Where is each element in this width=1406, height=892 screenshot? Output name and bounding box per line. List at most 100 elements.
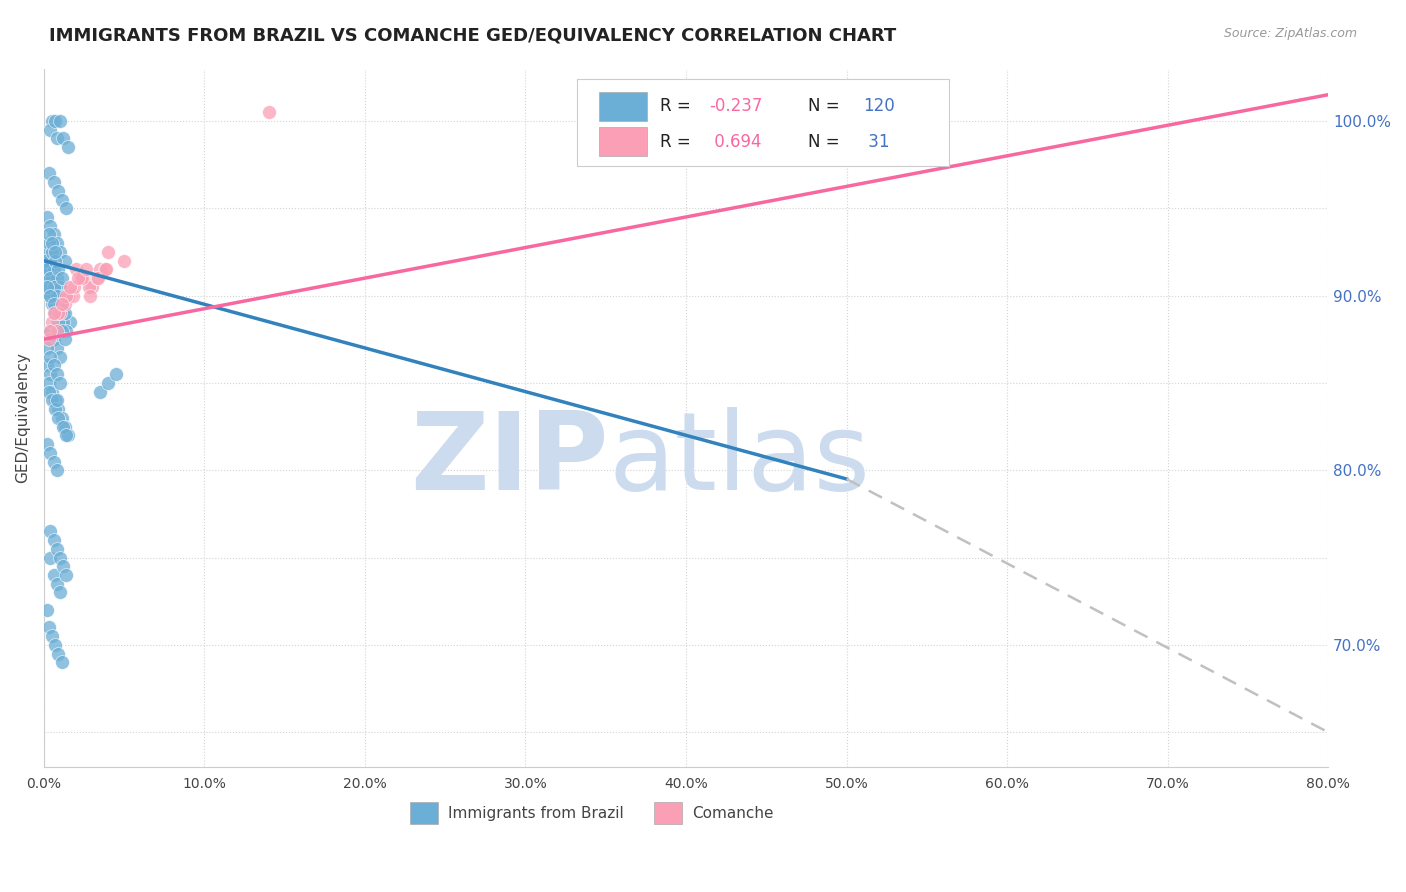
Point — [41, 244, 63, 259]
Point — [35, 271, 58, 285]
Point — [35, 280, 58, 294]
Point — [44, 393, 66, 408]
Text: IMMIGRANTS FROM BRAZIL VS COMANCHE GED/EQUIVALENCY CORRELATION CHART: IMMIGRANTS FROM BRAZIL VS COMANCHE GED/E… — [49, 27, 897, 45]
Point — [42, 332, 65, 346]
Point — [45, 576, 67, 591]
Point — [46, 297, 69, 311]
Point — [44, 280, 66, 294]
Point — [38, 332, 60, 346]
Point — [45, 463, 67, 477]
Point — [39, 446, 62, 460]
Point — [34, 253, 56, 268]
Text: Immigrants from Brazil: Immigrants from Brazil — [449, 805, 624, 821]
Point — [52, 559, 75, 574]
Point — [51, 324, 73, 338]
Point — [69, 271, 91, 285]
Text: atlas: atlas — [609, 407, 870, 513]
Point — [34, 262, 56, 277]
Text: N =: N = — [808, 96, 839, 114]
Point — [62, 288, 84, 302]
Point — [105, 367, 128, 381]
Point — [39, 271, 62, 285]
Point — [87, 271, 110, 285]
Point — [75, 262, 97, 277]
Point — [39, 324, 62, 338]
Point — [55, 288, 77, 302]
Point — [39, 288, 62, 302]
Text: R =: R = — [661, 133, 696, 151]
Point — [52, 419, 75, 434]
Point — [39, 367, 62, 381]
Text: 0.694: 0.694 — [709, 133, 762, 151]
Text: ZIP: ZIP — [411, 407, 609, 513]
Point — [49, 306, 72, 320]
Bar — [654, 802, 682, 824]
Point — [53, 297, 76, 311]
Point — [55, 568, 77, 582]
Point — [73, 271, 96, 285]
Point — [35, 603, 58, 617]
Point — [38, 384, 60, 399]
Point — [45, 236, 67, 251]
Point — [35, 244, 58, 259]
Point — [49, 350, 72, 364]
Point — [45, 541, 67, 556]
Point — [65, 262, 87, 277]
Point — [42, 533, 65, 547]
Text: Comanche: Comanche — [692, 805, 773, 821]
Text: Source: ZipAtlas.com: Source: ZipAtlas.com — [1223, 27, 1357, 40]
Point — [49, 244, 72, 259]
Point — [41, 393, 63, 408]
Point — [35, 280, 58, 294]
Point — [42, 262, 65, 277]
Point — [44, 244, 66, 259]
Point — [34, 271, 56, 285]
Point — [97, 244, 120, 259]
Point — [49, 550, 72, 565]
Point — [45, 324, 67, 338]
Point — [77, 280, 100, 294]
Point — [41, 271, 63, 285]
Point — [56, 288, 79, 302]
Point — [55, 428, 77, 442]
Point — [80, 280, 103, 294]
Point — [38, 262, 60, 277]
Point — [45, 393, 67, 408]
Point — [44, 306, 66, 320]
Point — [58, 315, 80, 329]
Point — [58, 280, 80, 294]
Point — [42, 568, 65, 582]
Point — [45, 288, 67, 302]
Point — [44, 114, 66, 128]
Point — [86, 271, 108, 285]
Point — [41, 236, 63, 251]
Point — [97, 376, 120, 390]
Point — [45, 131, 67, 145]
Point — [53, 419, 76, 434]
Point — [38, 620, 60, 634]
Point — [53, 332, 76, 346]
Point — [34, 253, 56, 268]
Point — [56, 140, 79, 154]
Y-axis label: GED/Equivalency: GED/Equivalency — [15, 352, 30, 483]
Point — [51, 297, 73, 311]
Point — [44, 402, 66, 417]
Text: N =: N = — [808, 133, 839, 151]
Text: R =: R = — [661, 96, 696, 114]
Point — [46, 306, 69, 320]
Point — [46, 262, 69, 277]
Point — [41, 384, 63, 399]
Point — [38, 271, 60, 285]
Point — [45, 297, 67, 311]
Point — [39, 219, 62, 233]
Bar — [599, 92, 648, 121]
Point — [38, 227, 60, 242]
Point — [51, 410, 73, 425]
Point — [35, 437, 58, 451]
Point — [51, 271, 73, 285]
Text: -0.237: -0.237 — [709, 96, 762, 114]
Point — [46, 402, 69, 417]
Point — [39, 288, 62, 302]
Point — [51, 656, 73, 670]
Point — [51, 193, 73, 207]
